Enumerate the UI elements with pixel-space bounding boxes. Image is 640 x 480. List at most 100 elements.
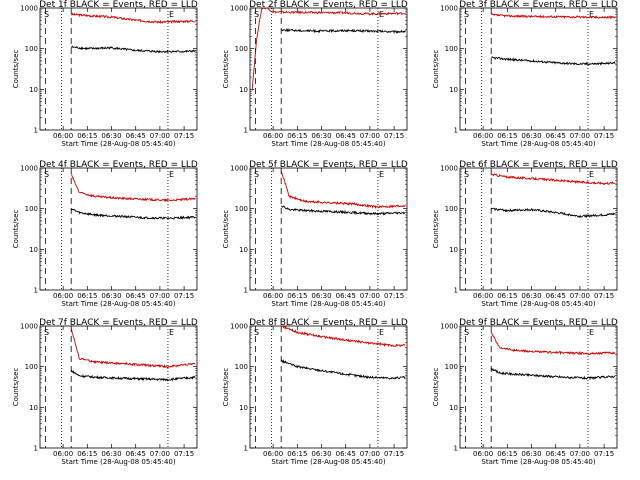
x-tick-label: 07:15 (594, 292, 614, 300)
events-series-line (280, 205, 406, 216)
x-tick-label: 07:00 (360, 132, 380, 140)
marker-s: S (44, 10, 49, 19)
chart-title: Det 9f BLACK = Events, RED = LLD (459, 318, 618, 328)
chart-panel-5: Det 5f BLACK = Events, RED = LLD 1 10 100 10… (222, 160, 408, 308)
events-series-line (280, 359, 406, 380)
lld-series-line (70, 12, 196, 25)
chart-title: Det 3f BLACK = Events, RED = LLD (459, 0, 618, 10)
y-tick-label: 100 (235, 205, 248, 213)
y-tick-label: 1 (244, 127, 248, 135)
y-tick-label: 1 (244, 445, 248, 453)
x-tick-label: 06:30 (101, 292, 121, 300)
y-tick-label: 1000 (20, 5, 38, 13)
marker-e: E (379, 170, 384, 179)
y-axis-label: Counts/sec (12, 50, 20, 89)
lld-series-line (280, 325, 406, 348)
chart-title: Det 6f BLACK = Events, RED = LLD (459, 160, 618, 170)
plot-frame (39, 7, 198, 131)
marker-e: E (169, 328, 174, 337)
lld-series-line (70, 327, 196, 369)
marker-s: S (254, 170, 259, 179)
x-tick-label: 06:00 (473, 292, 493, 300)
marker-s: S (464, 10, 469, 19)
y-axis-label: Counts/sec (432, 368, 440, 407)
y-tick-label: 1000 (230, 5, 248, 13)
x-tick-label: 06:15 (77, 292, 97, 300)
y-tick-label: 10 (239, 246, 248, 254)
x-tick-label: 06:30 (101, 132, 121, 140)
chart-panel-2: Det 2f BLACK = Events, RED = LLD 1 10 100 10… (222, 0, 408, 148)
y-axis-label: Counts/sec (222, 368, 230, 407)
x-tick-label: 06:30 (311, 132, 331, 140)
x-tick-label: 06:15 (287, 292, 307, 300)
marker-s: S (254, 328, 259, 337)
y-tick-label: 100 (25, 45, 38, 53)
x-tick-label: 06:45 (546, 292, 566, 300)
y-tick-label: 1 (34, 445, 38, 453)
plot-frame (39, 167, 198, 291)
y-tick-label: 10 (29, 86, 38, 94)
x-tick-label: 07:15 (384, 132, 404, 140)
x-tick-label: 06:00 (263, 450, 283, 458)
events-series-line (71, 369, 196, 382)
chart-title: Det 8f BLACK = Events, RED = LLD (249, 318, 408, 328)
x-tick-label: 06:15 (497, 292, 517, 300)
events-series-line (491, 56, 616, 66)
x-tick-label: 06:45 (126, 292, 146, 300)
events-series-line (70, 208, 196, 220)
plot-frame (249, 325, 408, 449)
chart-title: Det 4f BLACK = Events, RED = LLD (39, 160, 198, 170)
marker-s: S (44, 328, 49, 337)
x-axis-label: Start Time (28-Aug-08 05:45:40) (61, 458, 175, 466)
chart-panel-1: Det 1f BLACK = Events, RED = LLD 1 10 100 10… (12, 0, 198, 148)
marker-s: S (254, 10, 259, 19)
y-tick-label: 1 (454, 287, 458, 295)
plot-frame (459, 167, 618, 291)
lld-series-line (491, 13, 616, 20)
x-tick-label: 06:30 (521, 132, 541, 140)
x-tick-label: 06:30 (311, 450, 331, 458)
events-series-line (280, 27, 406, 34)
x-tick-label: 06:45 (336, 450, 356, 458)
y-tick-label: 10 (449, 86, 458, 94)
y-tick-label: 100 (235, 45, 248, 53)
x-tick-label: 06:15 (287, 450, 307, 458)
y-tick-label: 100 (445, 45, 458, 53)
marker-e: E (589, 170, 594, 179)
x-tick-label: 06:00 (473, 450, 493, 458)
plot-frame (459, 7, 618, 131)
x-tick-label: 07:00 (570, 132, 590, 140)
x-axis-label: Start Time (28-Aug-08 05:45:40) (271, 300, 385, 308)
x-tick-label: 07:15 (594, 450, 614, 458)
lld-series-line (70, 174, 196, 203)
marker-e: E (379, 328, 384, 337)
x-tick-label: 06:45 (336, 132, 356, 140)
chart-panel-3: Det 3f BLACK = Events, RED = LLD 1 10 100 10… (432, 0, 618, 148)
marker-e: E (379, 10, 384, 19)
x-tick-label: 06:00 (263, 132, 283, 140)
plot-frame (249, 7, 408, 131)
x-tick-label: 07:00 (360, 450, 380, 458)
x-tick-label: 06:00 (263, 292, 283, 300)
y-tick-label: 100 (445, 205, 458, 213)
marker-e: E (169, 10, 174, 19)
y-axis-label: Counts/sec (222, 50, 230, 89)
marker-s: S (464, 328, 469, 337)
x-axis-label: Start Time (28-Aug-08 05:45:40) (271, 140, 385, 148)
y-tick-label: 10 (239, 404, 248, 412)
events-series-line (70, 45, 196, 54)
y-tick-label: 100 (235, 363, 248, 371)
x-axis-label: Start Time (28-Aug-08 05:45:40) (481, 140, 595, 148)
events-series-line (490, 207, 616, 219)
y-tick-label: 1000 (440, 5, 458, 13)
chart-title: Det 5f BLACK = Events, RED = LLD (249, 160, 408, 170)
y-tick-label: 10 (449, 404, 458, 412)
x-tick-label: 07:00 (570, 292, 590, 300)
x-tick-label: 06:00 (53, 450, 73, 458)
y-tick-label: 100 (25, 363, 38, 371)
x-tick-label: 06:45 (546, 132, 566, 140)
x-tick-label: 06:15 (497, 450, 517, 458)
x-tick-label: 06:15 (77, 450, 97, 458)
y-tick-label: 1000 (20, 165, 38, 173)
